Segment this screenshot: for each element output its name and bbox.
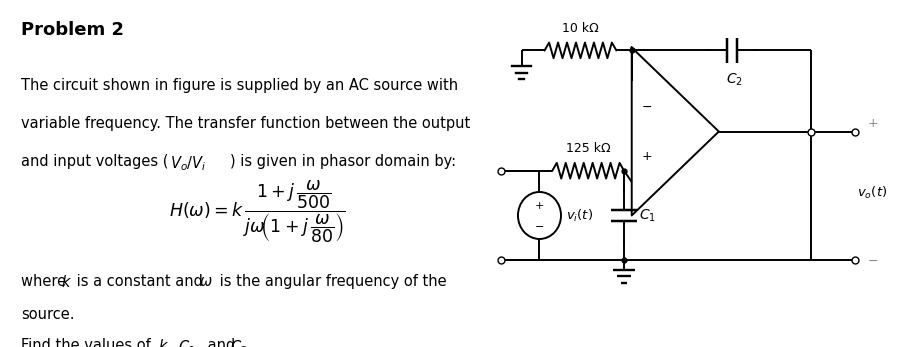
- Text: $-$: $-$: [641, 100, 652, 113]
- Text: Find the values of: Find the values of: [21, 338, 155, 347]
- Text: is the angular frequency of the: is the angular frequency of the: [215, 274, 446, 289]
- Text: +: +: [867, 117, 878, 130]
- Text: is a constant and: is a constant and: [72, 274, 208, 289]
- Text: source.: source.: [21, 307, 74, 322]
- Text: $-$: $-$: [535, 220, 545, 230]
- Text: $H(\omega) = k\,\dfrac{1 + j\,\dfrac{\omega}{500}}{j\omega\!\left(1 + j\,\dfrac{: $H(\omega) = k\,\dfrac{1 + j\,\dfrac{\om…: [169, 178, 346, 245]
- Text: $k$: $k$: [61, 274, 72, 290]
- Text: and: and: [203, 338, 241, 347]
- Text: ,: ,: [168, 338, 177, 347]
- Text: $k$: $k$: [158, 338, 169, 347]
- Text: Problem 2: Problem 2: [21, 21, 124, 39]
- Text: ) is given in phasor domain by:: ) is given in phasor domain by:: [230, 154, 456, 169]
- Text: $v_i(t)$: $v_i(t)$: [566, 208, 593, 223]
- Text: $C_2$: $C_2$: [230, 338, 248, 347]
- Text: $C_2$: $C_2$: [726, 71, 742, 88]
- Text: $\omega$: $\omega$: [200, 274, 213, 289]
- Text: variable frequency. The transfer function between the output: variable frequency. The transfer functio…: [21, 116, 470, 131]
- Text: $C_1$: $C_1$: [640, 207, 656, 224]
- Text: $\mathit{V_o/V_i}$: $\mathit{V_o/V_i}$: [170, 154, 207, 173]
- Text: $+$: $+$: [641, 150, 652, 163]
- Text: and input voltages (: and input voltages (: [21, 154, 169, 169]
- Text: +: +: [535, 201, 544, 211]
- Text: $v_o(t)$: $v_o(t)$: [857, 185, 887, 201]
- Text: 10 kΩ: 10 kΩ: [562, 22, 599, 35]
- Text: where: where: [21, 274, 70, 289]
- Text: The circuit shown in figure is supplied by an AC source with: The circuit shown in figure is supplied …: [21, 78, 458, 93]
- Text: $C_1$: $C_1$: [178, 338, 196, 347]
- Text: 125 kΩ: 125 kΩ: [566, 142, 610, 155]
- Text: $-$: $-$: [867, 254, 878, 267]
